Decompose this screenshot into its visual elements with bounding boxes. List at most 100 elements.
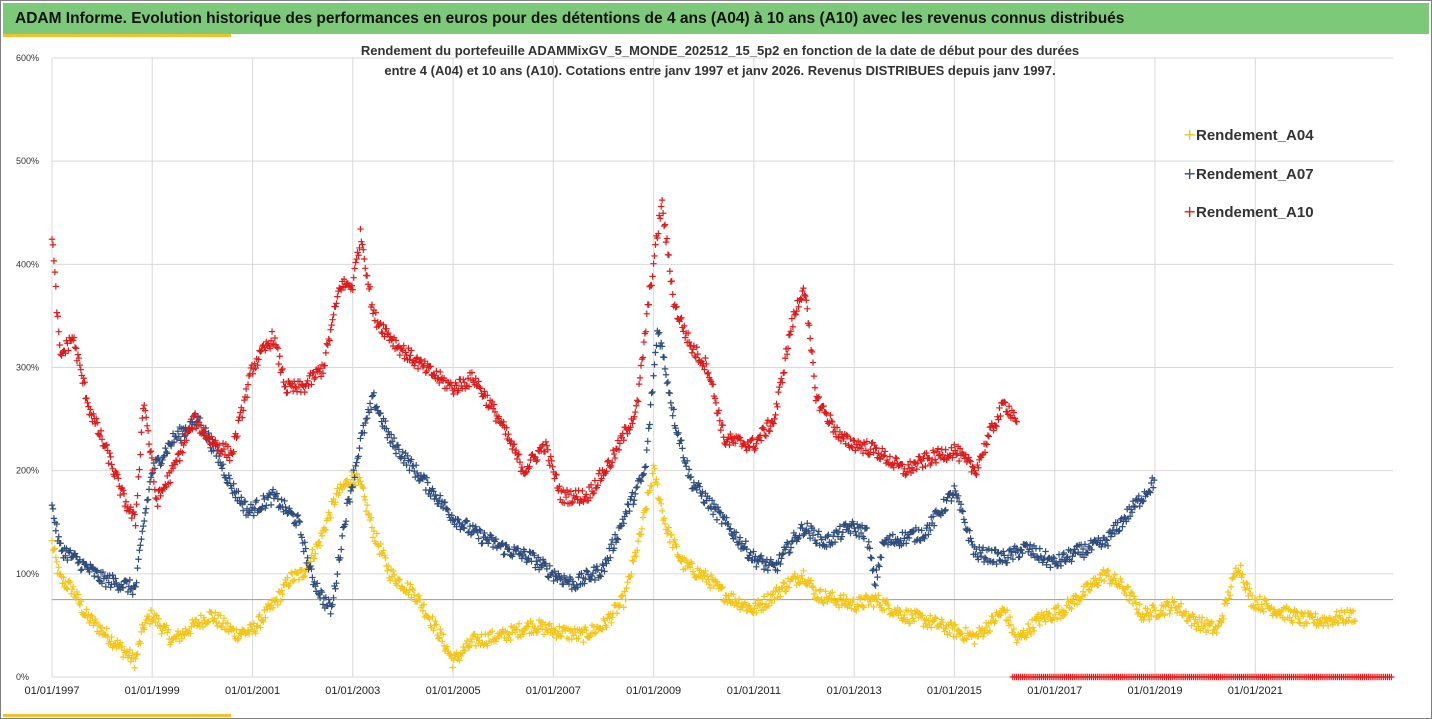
series-rendement_a10 xyxy=(48,196,1020,529)
data-point xyxy=(342,478,350,485)
data-point xyxy=(817,586,824,593)
data-point xyxy=(876,563,883,570)
data-point xyxy=(601,568,608,575)
data-point xyxy=(513,455,521,463)
data-point xyxy=(1003,408,1011,415)
data-point xyxy=(369,310,377,317)
data-point xyxy=(463,517,471,525)
data-point xyxy=(322,349,330,357)
data-point xyxy=(338,532,346,540)
data-point xyxy=(461,525,468,532)
data-point xyxy=(330,495,337,503)
data-point xyxy=(952,447,959,454)
data-point xyxy=(914,459,921,467)
data-point xyxy=(455,387,462,394)
x-tick-label: 01/01/2021 xyxy=(1228,685,1283,697)
data-point xyxy=(638,525,646,533)
data-point xyxy=(481,388,488,395)
data-point xyxy=(802,292,809,300)
data-point xyxy=(334,485,341,492)
y-tick-label: 500% xyxy=(16,156,39,166)
data-point xyxy=(633,484,640,491)
data-point xyxy=(967,535,974,542)
data-point xyxy=(91,572,98,580)
data-point xyxy=(424,479,431,486)
data-point xyxy=(959,508,967,515)
data-point xyxy=(1053,615,1061,623)
data-point xyxy=(818,536,825,543)
data-point xyxy=(836,523,844,530)
data-point xyxy=(416,596,424,604)
data-point xyxy=(1122,514,1129,522)
data-point xyxy=(1084,549,1092,557)
x-tick-label: 01/01/1999 xyxy=(125,685,180,697)
data-point xyxy=(145,440,153,448)
data-point xyxy=(1242,586,1249,594)
data-point xyxy=(636,476,644,484)
data-point xyxy=(981,554,989,561)
data-point xyxy=(316,542,324,549)
data-point xyxy=(145,613,153,620)
data-point xyxy=(266,605,274,613)
data-point xyxy=(869,567,876,574)
data-point xyxy=(781,369,788,376)
data-point xyxy=(918,527,925,534)
data-point xyxy=(524,556,531,564)
data-point xyxy=(102,442,110,449)
data-point xyxy=(685,466,693,473)
data-point xyxy=(665,251,673,259)
data-point xyxy=(911,459,919,466)
data-point xyxy=(129,591,136,598)
data-point xyxy=(263,502,270,509)
data-point xyxy=(329,316,336,323)
data-point xyxy=(307,562,314,570)
data-point xyxy=(923,449,930,457)
data-point xyxy=(526,548,533,555)
data-point xyxy=(709,381,717,388)
data-point xyxy=(1260,608,1267,615)
data-point xyxy=(1140,616,1147,624)
data-point xyxy=(1060,549,1068,557)
data-point xyxy=(1136,502,1143,510)
data-point xyxy=(347,487,355,495)
data-point xyxy=(1026,541,1034,548)
data-point xyxy=(906,619,914,627)
data-point xyxy=(533,458,540,465)
data-point xyxy=(820,402,827,410)
data-point xyxy=(544,446,552,453)
data-point xyxy=(690,479,698,486)
legend-item-a04: + Rendement_A04 xyxy=(1183,125,1314,144)
data-point xyxy=(1027,630,1035,638)
data-point xyxy=(233,626,240,633)
data-point xyxy=(853,607,860,615)
data-point xyxy=(373,530,380,537)
data-point xyxy=(1051,611,1059,619)
data-point xyxy=(359,483,366,491)
data-point xyxy=(127,503,134,511)
data-point xyxy=(1122,586,1129,594)
data-point xyxy=(816,587,823,595)
data-point xyxy=(539,556,547,563)
data-point xyxy=(683,457,691,465)
data-point xyxy=(154,503,161,510)
data-point xyxy=(419,607,427,614)
data-point xyxy=(509,445,516,453)
data-point xyxy=(240,407,247,414)
data-point xyxy=(308,381,315,388)
data-point xyxy=(617,523,625,530)
data-point xyxy=(923,524,930,532)
data-point xyxy=(689,346,697,353)
data-point xyxy=(50,546,58,553)
data-point xyxy=(801,291,808,299)
data-point xyxy=(627,573,634,581)
data-point xyxy=(69,583,77,591)
data-point xyxy=(387,431,395,438)
data-point xyxy=(713,516,721,523)
data-point xyxy=(750,548,757,555)
data-point xyxy=(599,626,606,633)
data-point xyxy=(1036,621,1043,629)
data-point xyxy=(520,630,527,638)
data-point xyxy=(216,611,224,619)
data-point xyxy=(870,603,877,611)
chart-subtitle-line-2: entre 4 (A04) et 10 ans (A10). Cotations… xyxy=(384,63,1055,78)
